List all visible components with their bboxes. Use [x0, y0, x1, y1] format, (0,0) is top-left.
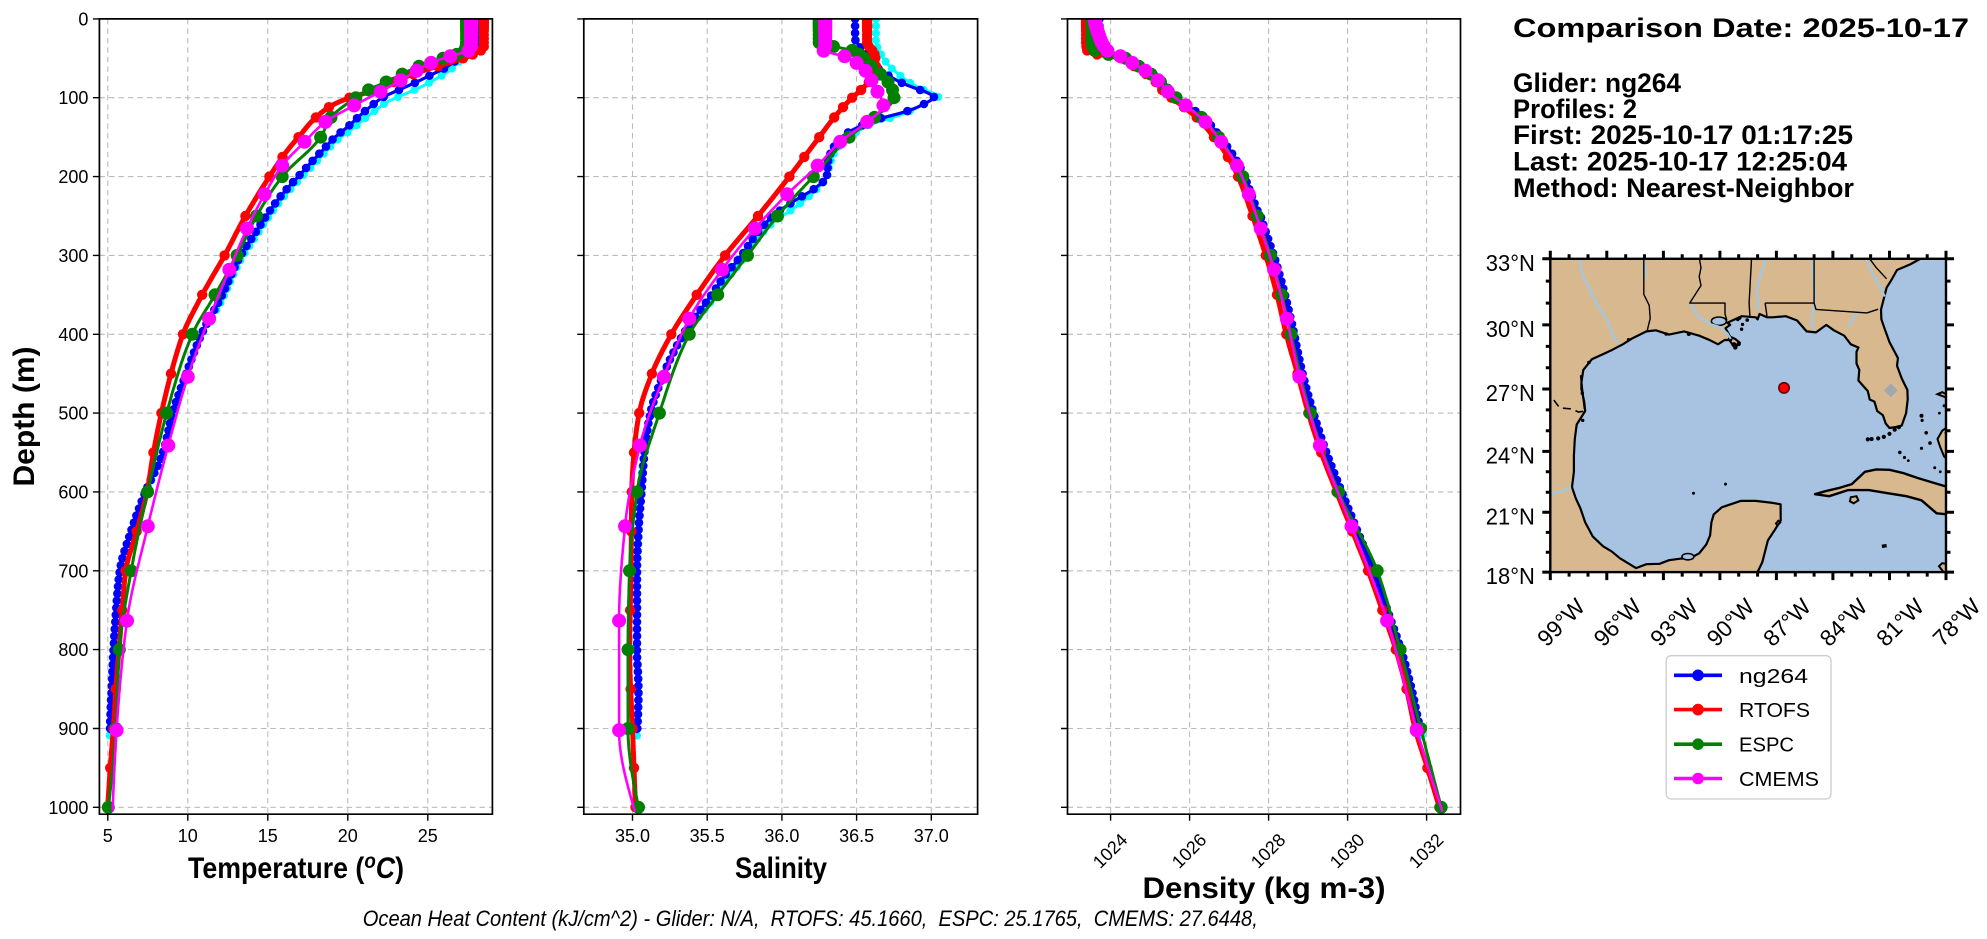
svg-text:27°N: 27°N [1486, 380, 1535, 406]
svg-text:400: 400 [58, 325, 88, 345]
svg-text:36.0: 36.0 [764, 826, 799, 846]
svg-text:Salinity: Salinity [735, 852, 827, 885]
svg-text:35.5: 35.5 [690, 826, 725, 846]
svg-text:25: 25 [418, 826, 438, 846]
svg-text:10: 10 [178, 826, 198, 846]
svg-text:800: 800 [58, 640, 88, 660]
svg-text:Method: Nearest-Neighbor: Method: Nearest-Neighbor [1513, 173, 1854, 203]
svg-text:CMEMS: CMEMS [1739, 769, 1819, 791]
svg-text:1000: 1000 [48, 798, 88, 818]
svg-text:Last: 2025-10-17 12:25:04: Last: 2025-10-17 12:25:04 [1513, 147, 1847, 177]
svg-text:ESPC: ESPC [1739, 735, 1794, 757]
svg-text:Ocean Heat Content (kJ/cm^2) -: Ocean Heat Content (kJ/cm^2) - Glider: N… [363, 906, 1258, 931]
svg-text:600: 600 [58, 482, 88, 502]
svg-text:200: 200 [58, 167, 88, 187]
svg-text:500: 500 [58, 404, 88, 424]
svg-text:300: 300 [58, 246, 88, 266]
svg-text:Depth (m): Depth (m) [8, 347, 41, 487]
svg-text:30°N: 30°N [1486, 316, 1535, 342]
svg-text:0: 0 [78, 9, 88, 29]
svg-text:15: 15 [258, 826, 278, 846]
svg-text:5: 5 [103, 826, 113, 846]
svg-text:Comparison Date: 2025-10-17: Comparison Date: 2025-10-17 [1513, 13, 1969, 43]
svg-text:24°N: 24°N [1486, 442, 1535, 468]
svg-text:37.0: 37.0 [914, 826, 949, 846]
svg-text:35.0: 35.0 [615, 826, 650, 846]
svg-text:36.5: 36.5 [839, 826, 874, 846]
svg-text:900: 900 [58, 719, 88, 739]
svg-text:21°N: 21°N [1486, 503, 1535, 529]
svg-text:Density (kg m-3): Density (kg m-3) [1143, 872, 1386, 905]
svg-text:700: 700 [58, 561, 88, 581]
svg-text:First: 2025-10-17 01:17:25: First: 2025-10-17 01:17:25 [1513, 120, 1853, 150]
svg-text:Glider: ng264: Glider: ng264 [1513, 68, 1681, 98]
svg-text:20: 20 [338, 826, 358, 846]
svg-text:RTOFS: RTOFS [1739, 700, 1810, 722]
svg-text:ng264: ng264 [1739, 666, 1808, 688]
svg-text:33°N: 33°N [1486, 250, 1535, 276]
svg-text:100: 100 [58, 88, 88, 108]
svg-text:18°N: 18°N [1486, 563, 1535, 589]
svg-text:Profiles: 2: Profiles: 2 [1513, 94, 1637, 124]
